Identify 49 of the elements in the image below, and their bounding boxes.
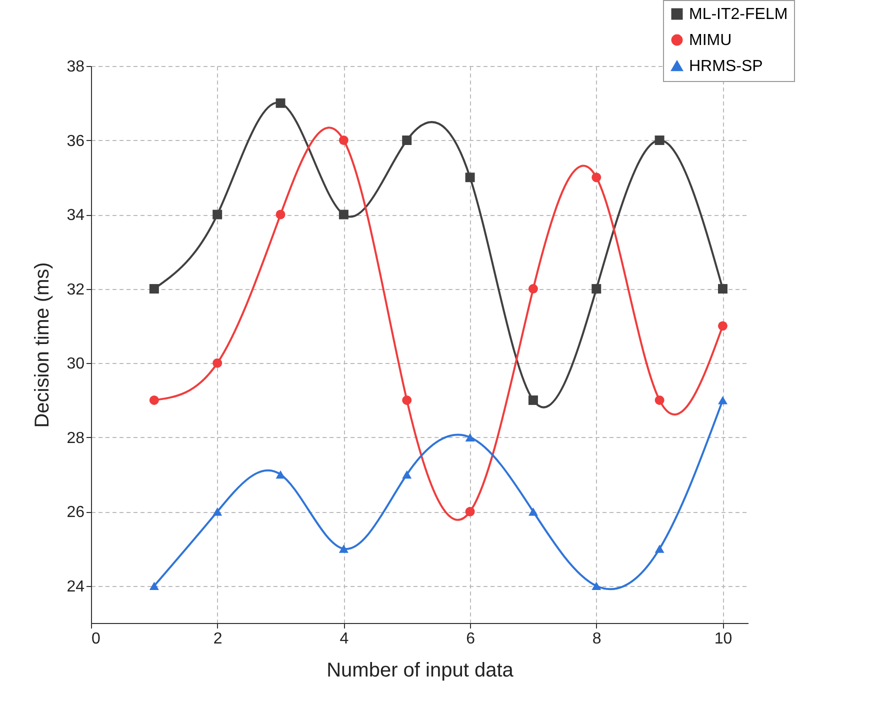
point — [654, 544, 664, 553]
point — [718, 396, 728, 404]
x-axis-title: Number of input data — [326, 660, 514, 682]
y-tick-label: 36 — [66, 132, 85, 150]
y-tick-label: 26 — [66, 504, 85, 522]
point — [592, 172, 602, 182]
y-tick-label: 38 — [66, 58, 85, 76]
point — [654, 395, 664, 405]
point — [149, 395, 159, 405]
point — [338, 210, 348, 220]
y-tick-label: 28 — [66, 430, 85, 447]
point — [338, 544, 348, 553]
legend-label: HRMS-SP — [689, 58, 763, 75]
y-tick-label: 32 — [66, 281, 85, 298]
legend-label: MIMU — [689, 32, 732, 49]
x-tick-label: 6 — [466, 630, 476, 648]
point — [276, 98, 286, 108]
point — [149, 284, 159, 294]
point — [276, 470, 286, 479]
point — [718, 284, 728, 294]
x-tick-label: 8 — [592, 630, 602, 648]
point — [528, 284, 538, 294]
point — [212, 507, 222, 516]
point — [212, 210, 222, 220]
x-tick-label: 0 — [92, 630, 100, 648]
y-tick-label: 30 — [66, 356, 85, 373]
point — [149, 582, 159, 590]
point — [465, 172, 475, 182]
point — [592, 582, 602, 590]
point — [465, 506, 475, 516]
point — [654, 136, 664, 146]
point — [592, 284, 602, 294]
point — [338, 136, 348, 145]
point — [402, 470, 412, 479]
y-tick-label: 24 — [66, 578, 85, 596]
y-tick-label: 34 — [66, 207, 85, 224]
point — [212, 358, 222, 368]
point — [402, 395, 412, 405]
x-tick-label: 4 — [340, 630, 349, 648]
point — [276, 210, 286, 220]
point — [528, 395, 538, 405]
x-tick-label: 10 — [714, 630, 732, 648]
point — [402, 136, 412, 146]
y-axis-title: Decision time (ms) — [32, 262, 54, 428]
point — [718, 321, 728, 331]
point — [528, 507, 538, 516]
legend-label: ML-IT2-FELM — [689, 6, 788, 23]
point — [465, 433, 475, 442]
x-tick-label: 2 — [213, 630, 222, 648]
